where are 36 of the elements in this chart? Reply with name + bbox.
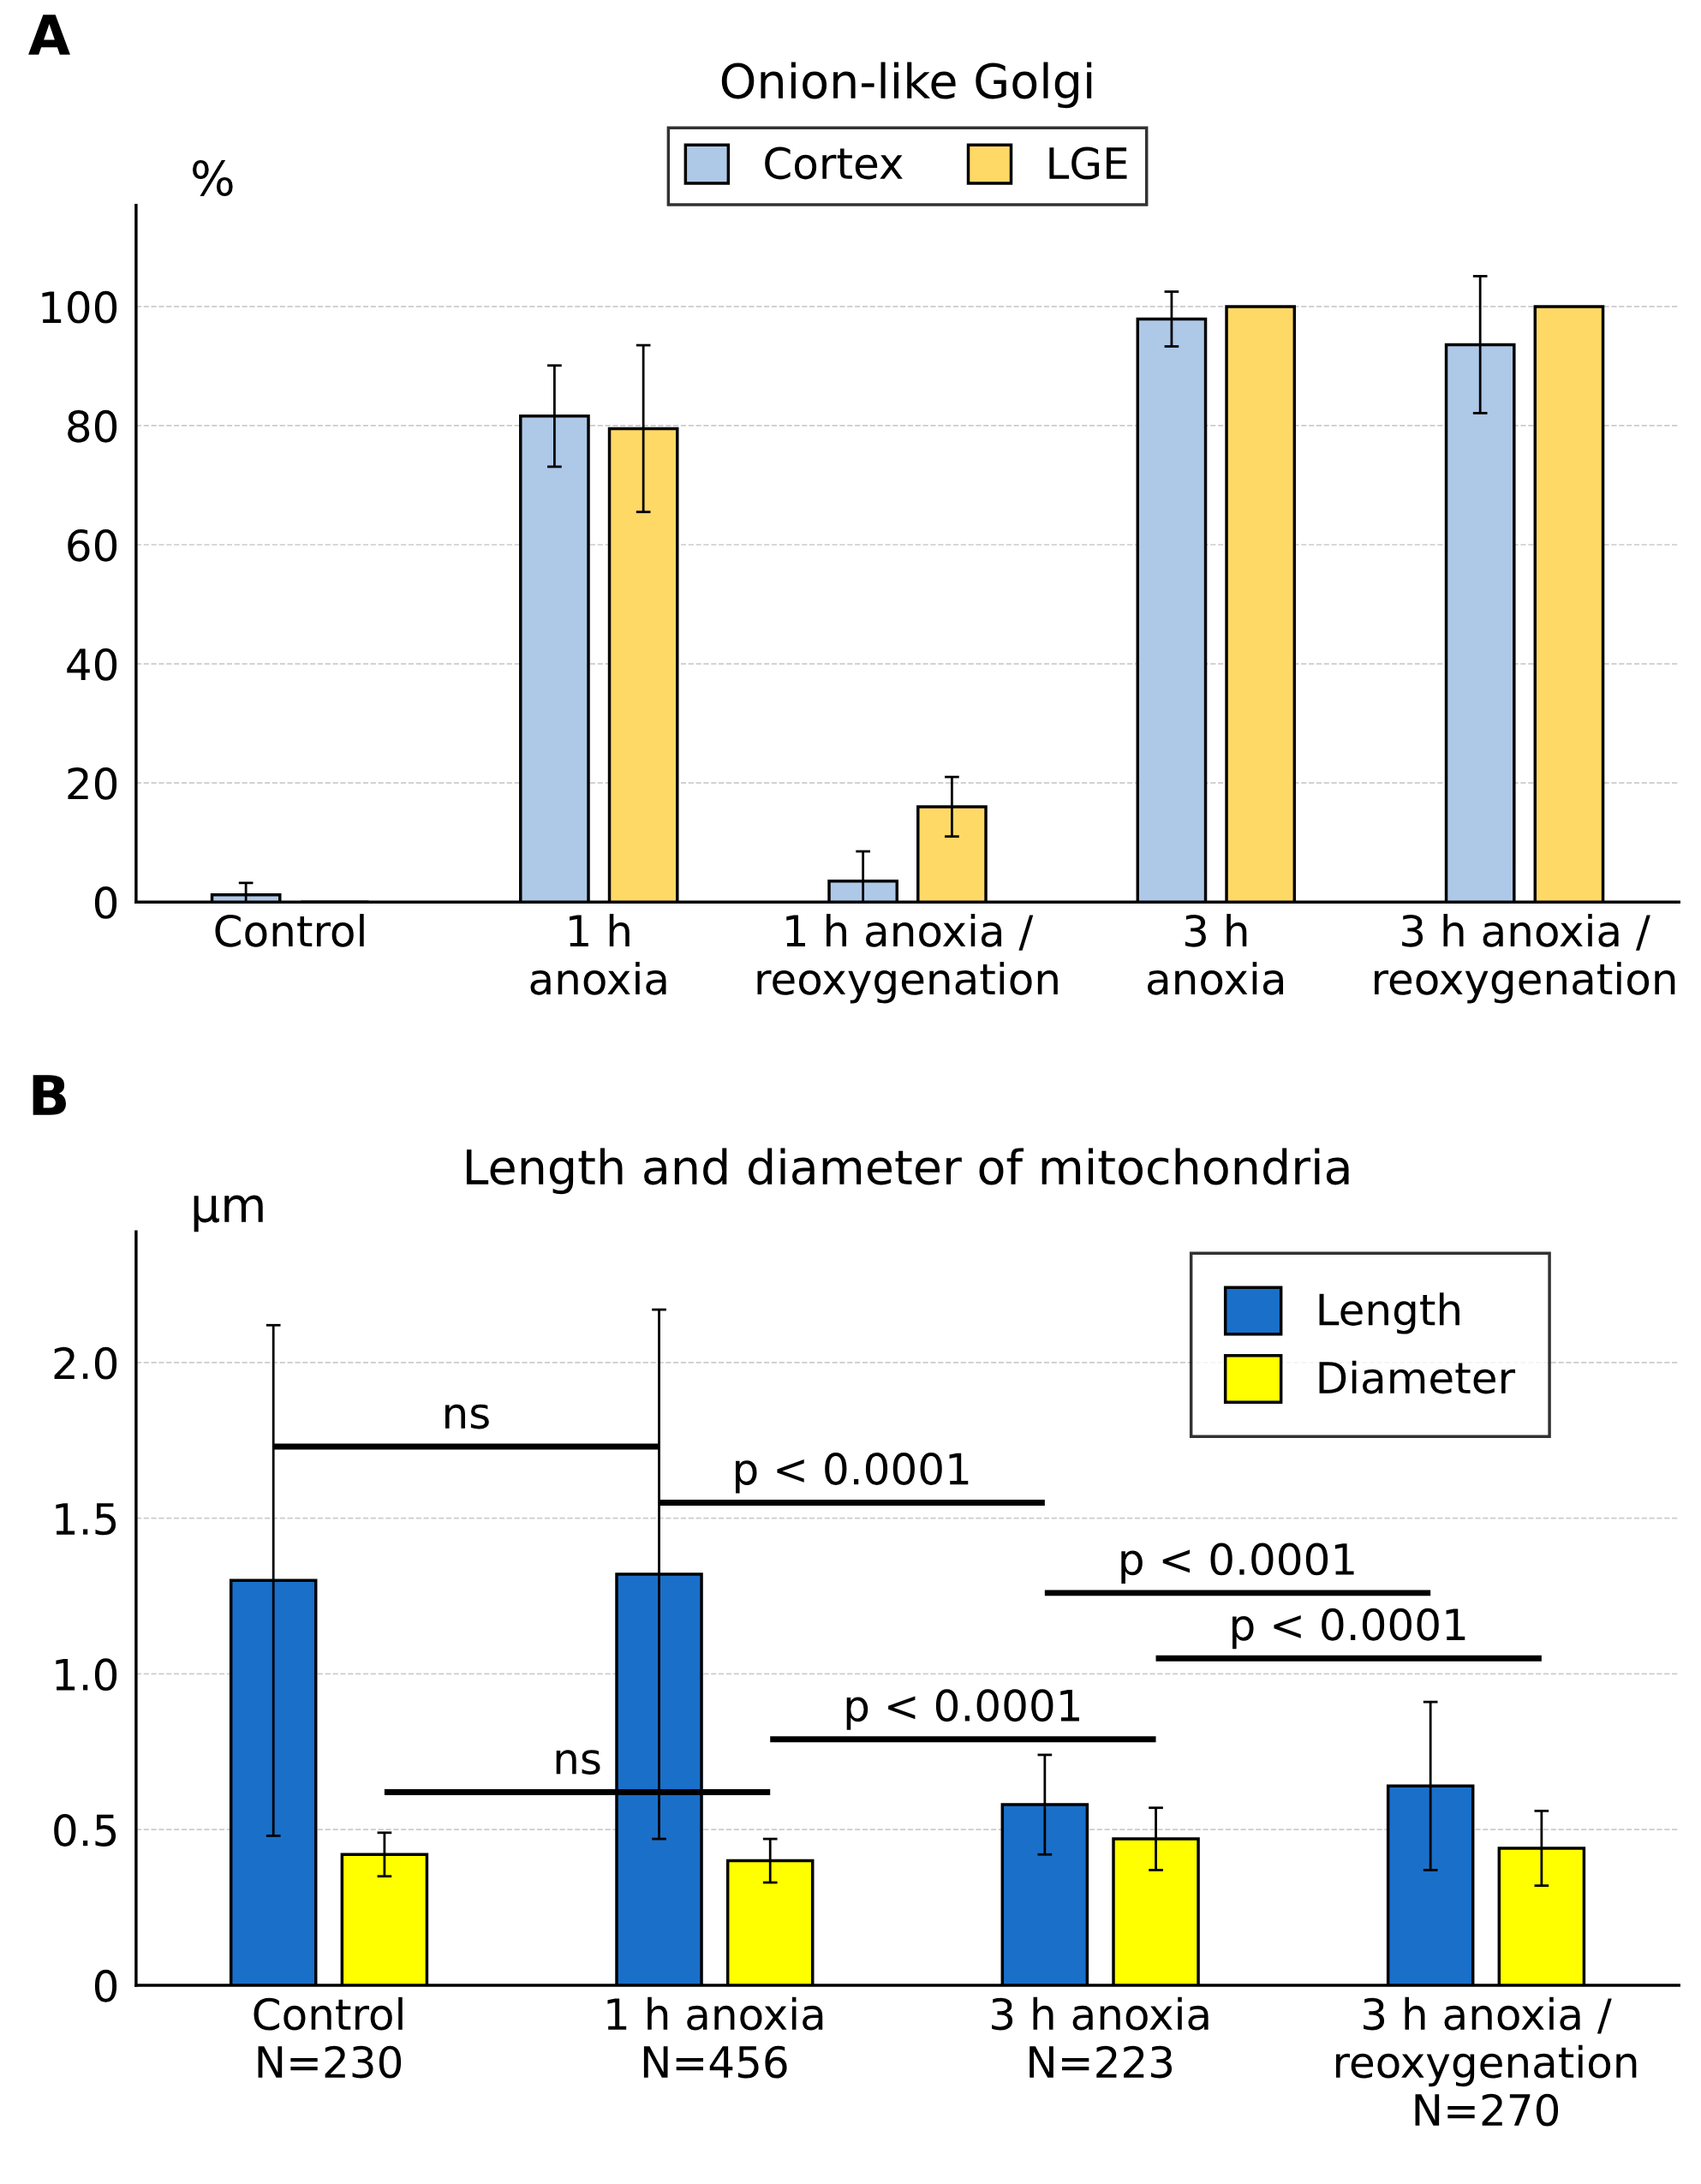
y-axis-title: % [192, 159, 233, 196]
text: B [33, 1075, 66, 1115]
y-tick-label: 1.0 [56, 1658, 117, 1692]
y-tick-label: 2.0 [54, 1346, 117, 1380]
legend-label: LGE [1049, 146, 1127, 180]
x-tick-label: Control N=230 [254, 1996, 403, 2079]
y-tick-label: 20 [68, 767, 117, 800]
legend-label: Length [1319, 1292, 1459, 1334]
annotation: p < 0.0001 [736, 1453, 969, 1494]
y-tick-label: 0 [94, 1969, 117, 2002]
y-tick-label: 100 [42, 290, 117, 324]
y-tick-label: 0 [94, 886, 117, 919]
x-tick-label: 3 h anoxia / reoxygenation N=270 [1336, 1996, 1637, 2127]
annotation: p < 0.0001 [1121, 1543, 1354, 1584]
annotation: ns [556, 1750, 600, 1775]
y-tick-label: 40 [67, 647, 117, 681]
y-tick-label: 1.5 [56, 1503, 116, 1536]
x-tick-label: Control [215, 914, 364, 947]
x-tick-label: 3 h anoxia N=223 [992, 1996, 1209, 2079]
text: A [28, 15, 70, 55]
legend-label: Cortex [765, 146, 903, 180]
y-tick-label: 80 [68, 409, 117, 443]
chart-title: Onion-like Golgi [721, 62, 1092, 109]
x-tick-label: 1 h anoxia [530, 914, 666, 995]
y-tick-label: 0.5 [54, 1814, 116, 1847]
x-tick-label: 1 h anoxia / reoxygenation [757, 914, 1058, 1004]
legend-label: Diameter [1319, 1360, 1516, 1394]
x-tick-label: 3 h anoxia / reoxygenation [1375, 914, 1675, 1004]
x-tick-label: 3 h anoxia [1148, 914, 1283, 995]
annotation: p < 0.0001 [1232, 1608, 1465, 1650]
x-tick-label: 1 h anoxia N=456 [607, 1996, 823, 2079]
y-tick-label: 60 [68, 528, 117, 562]
chart-title: Length and diameter of mitochondria [466, 1148, 1349, 1195]
annotation: ns [445, 1404, 489, 1429]
annotation: p < 0.0001 [846, 1689, 1079, 1730]
y-axis-title: μm [194, 1195, 263, 1232]
